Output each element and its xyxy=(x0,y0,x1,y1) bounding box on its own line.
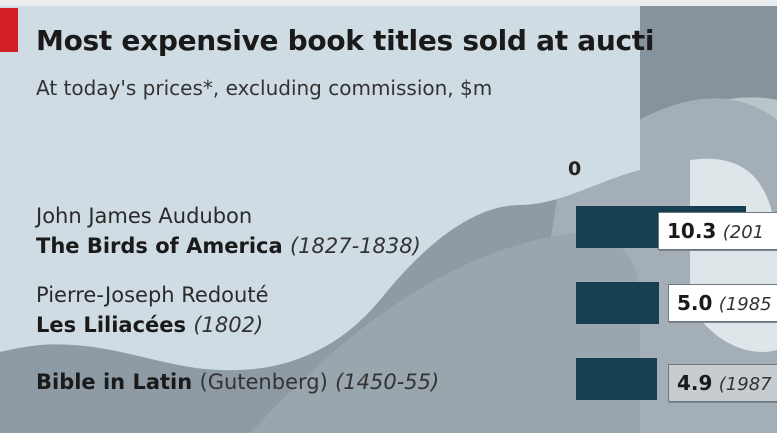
value-label-1: 10.3 (201 xyxy=(658,212,777,250)
value-label-3: 4.9 (1987 xyxy=(668,364,777,402)
row-3-book: Bible in Latin xyxy=(36,370,193,394)
bar-redoute xyxy=(576,282,659,324)
row-1-years: (1827-1838) xyxy=(289,234,421,258)
chart-title: Most expensive book titles sold at aucti xyxy=(36,24,655,57)
row-3-note: (Gutenberg) xyxy=(199,370,328,394)
chart-subtitle: At today's prices*, excluding commission… xyxy=(36,76,493,100)
row-2-book: Les Liliacées xyxy=(36,313,187,337)
bar-gutenberg-bible xyxy=(576,358,657,400)
sale-year-3: (1987 xyxy=(718,374,772,395)
row-2-title: Les Liliacées (1802) xyxy=(36,313,263,337)
sale-year-2: (1985 xyxy=(718,294,772,315)
row-3-years: (1450-55) xyxy=(335,370,440,394)
row-1-book: The Birds of America xyxy=(36,234,283,258)
row-2-author: Pierre-Joseph Redouté xyxy=(36,283,269,307)
row-3-title: Bible in Latin (Gutenberg) (1450-55) xyxy=(36,370,439,394)
row-1-author: John James Audubon xyxy=(36,204,253,228)
axis-zero-label: 0 xyxy=(568,158,582,180)
value-number-2: 5.0 xyxy=(677,291,713,315)
sale-year-1: (201 xyxy=(722,222,765,243)
row-1-title: The Birds of America (1827-1838) xyxy=(36,234,421,258)
value-number-1: 10.3 xyxy=(667,219,717,243)
value-number-3: 4.9 xyxy=(677,371,713,395)
value-label-2: 5.0 (1985 xyxy=(668,284,777,322)
row-2-years: (1802) xyxy=(193,313,264,337)
